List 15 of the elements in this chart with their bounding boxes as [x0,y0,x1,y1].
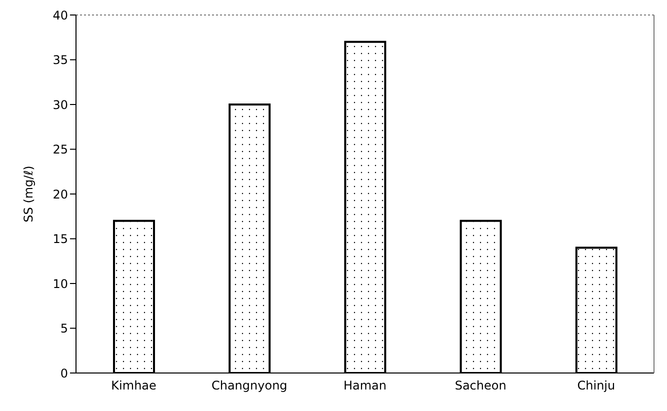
y-tick-label: 20 [52,187,68,202]
x-tick-label: Kimhae [111,378,156,393]
y-tick-label: 0 [60,366,68,380]
x-tick-label: Changnyong [211,378,288,393]
x-tick-label: Sacheon [454,378,506,393]
y-tick-label: 30 [52,98,68,112]
x-tick-label: Chinju [577,378,616,393]
y-tick-label: 40 [52,8,68,22]
y-tick-label: 25 [52,142,68,157]
x-tick-label: Haman [343,378,387,393]
y-tick-label: 10 [52,276,68,291]
y-tick-label: 5 [60,322,68,336]
y-tick-label: 35 [52,53,68,68]
y-tick-label: 15 [52,232,68,246]
y-axis-title: SS (mg/ℓ) [21,166,36,222]
